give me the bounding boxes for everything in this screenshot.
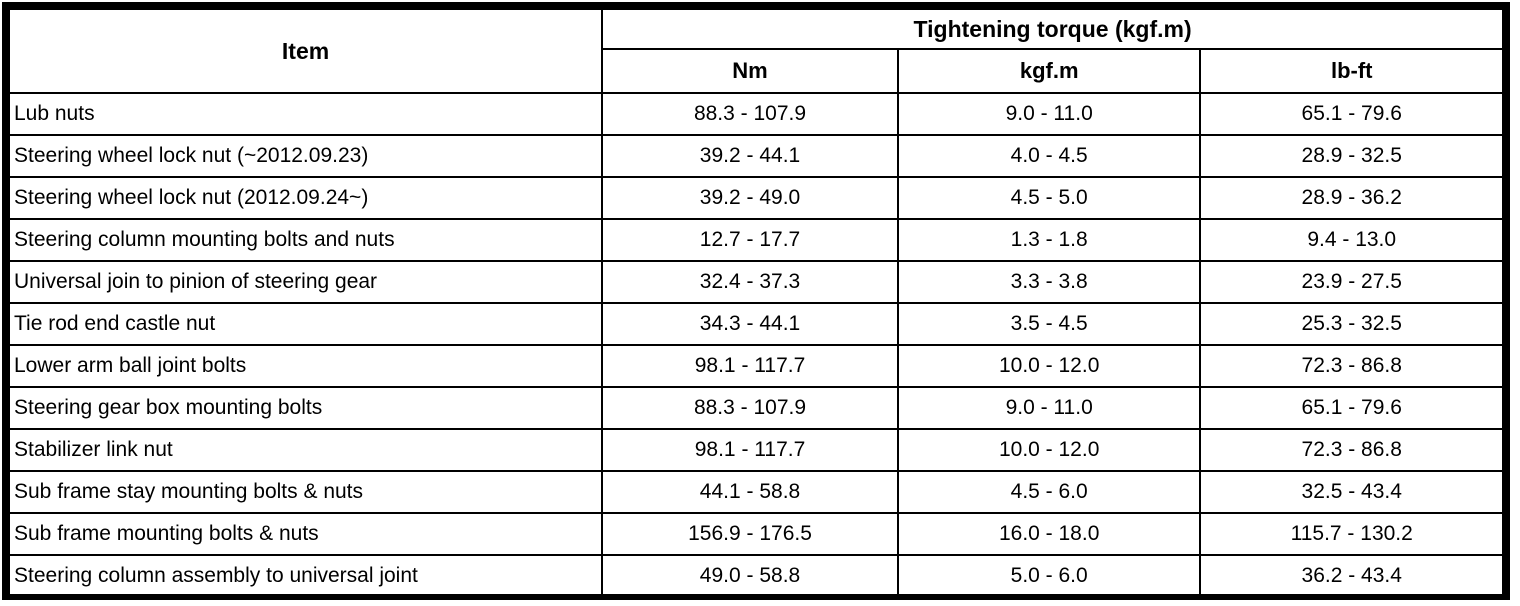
nm-value-cell: 88.3 - 107.9 (601, 92, 899, 136)
nm-value-cell: 34.3 - 44.1 (601, 302, 899, 346)
table-row: Sub frame stay mounting bolts & nuts 44.1… (7, 470, 1504, 514)
item-cell: Steering wheel lock nut (~2012.09.23) (7, 134, 604, 178)
kgfm-value-cell: 1.3 - 1.8 (896, 218, 1202, 262)
nm-value-cell: 98.1 - 117.7 (601, 344, 899, 388)
header-row-group: Item Tightening torque (kgf.m) (7, 8, 1504, 94)
kgfm-value-cell: 3.3 - 3.8 (896, 260, 1202, 304)
item-cell: Lub nuts (7, 92, 604, 136)
nm-value-cell: 156.9 - 176.5 (601, 512, 899, 556)
table-row: Lub nuts 88.3 - 107.9 9.0 - 11.0 65.1 - 79.… (7, 92, 1504, 136)
item-cell: Tie rod end castle nut (7, 302, 604, 346)
tightening-torque-table: Item Tightening torque (kgf.m) Nm kgf.m lb… (7, 8, 1504, 598)
lbft-value-cell: 23.9 - 27.5 (1199, 260, 1504, 304)
kgfm-value-cell: 9.0 - 11.0 (896, 386, 1202, 430)
nm-value-cell: 39.2 - 49.0 (601, 176, 899, 220)
kgfm-value-cell: 4.5 - 6.0 (896, 470, 1202, 514)
table-row: Steering wheel lock nut (~2012.09.23) 39.… (7, 134, 1504, 178)
lbft-value-cell: 36.2 - 43.4 (1199, 554, 1504, 598)
nm-value-cell: 12.7 - 17.7 (601, 218, 899, 262)
item-cell: Steering gear box mounting bolts (7, 386, 604, 430)
lbft-value-cell: 28.9 - 32.5 (1199, 134, 1504, 178)
lbft-value-cell: 65.1 - 79.6 (1199, 92, 1504, 136)
lbft-value-cell: 115.7 - 130.2 (1199, 512, 1504, 556)
unit-header-row: Nm kgf.m lb-ft (9, 48, 1504, 94)
torque-group-header: Tightening torque (kgf.m) (601, 8, 1504, 50)
lbft-value-cell: 65.1 - 79.6 (1199, 386, 1504, 430)
item-cell: Steering column mounting bolts and nuts (7, 218, 604, 262)
nm-value-cell: 88.3 - 107.9 (601, 386, 899, 430)
nm-value-cell: 39.2 - 44.1 (601, 134, 899, 178)
item-cell: Lower arm ball joint bolts (7, 344, 604, 388)
table-row: Steering column mounting bolts and nuts 1… (7, 218, 1504, 262)
lbft-value-cell: 9.4 - 13.0 (1199, 218, 1504, 262)
kgfm-value-cell: 9.0 - 11.0 (896, 92, 1202, 136)
item-cell: Sub frame mounting bolts & nuts (7, 512, 604, 556)
table-row: Stabilizer link nut 98.1 - 117.7 10.0 - 12… (7, 428, 1504, 472)
kgfm-value-cell: 5.0 - 6.0 (896, 554, 1202, 598)
kgfm-value-cell: 4.0 - 4.5 (896, 134, 1202, 178)
kgfm-value-cell: 10.0 - 12.0 (896, 344, 1202, 388)
item-cell: Sub frame stay mounting bolts & nuts (7, 470, 604, 514)
item-cell: Steering column assembly to universal jo… (7, 554, 604, 598)
table-row: Steering gear box mounting bolts 88.3 - 1… (7, 386, 1504, 430)
torque-spec-table: Item Tightening torque (kgf.m) Nm kgf.m lb… (2, 2, 1510, 600)
unit-header-nm: Nm (601, 48, 899, 94)
nm-value-cell: 98.1 - 117.7 (601, 428, 899, 472)
unit-header-kgf-m: kgf.m (896, 48, 1202, 94)
kgfm-value-cell: 16.0 - 18.0 (896, 512, 1202, 556)
nm-value-cell: 32.4 - 37.3 (601, 260, 899, 304)
unit-header-lb-ft: lb-ft (1199, 48, 1504, 94)
table-row: Lower arm ball joint bolts 98.1 - 117.7 10… (7, 344, 1504, 388)
item-cell: Stabilizer link nut (7, 428, 604, 472)
table-row: Sub frame mounting bolts & nuts 156.9 - 1… (7, 512, 1504, 556)
lbft-value-cell: 72.3 - 86.8 (1199, 428, 1504, 472)
table-row: Steering wheel lock nut (2012.09.24~) 39.… (7, 176, 1504, 220)
table-row: Universal join to pinion of steering gea… (7, 260, 1504, 304)
table-row: Steering column assembly to universal jo… (7, 554, 1504, 598)
lbft-value-cell: 32.5 - 43.4 (1199, 470, 1504, 514)
table-row: Tie rod end castle nut 34.3 - 44.1 3.5 - 4… (7, 302, 1504, 346)
nm-value-cell: 49.0 - 58.8 (601, 554, 899, 598)
kgfm-value-cell: 4.5 - 5.0 (896, 176, 1202, 220)
nm-value-cell: 44.1 - 58.8 (601, 470, 899, 514)
lbft-value-cell: 28.9 - 36.2 (1199, 176, 1504, 220)
item-cell: Steering wheel lock nut (2012.09.24~) (7, 176, 604, 220)
lbft-value-cell: 25.3 - 32.5 (1199, 302, 1504, 346)
lbft-value-cell: 72.3 - 86.8 (1199, 344, 1504, 388)
item-cell: Universal join to pinion of steering gea… (7, 260, 604, 304)
kgfm-value-cell: 10.0 - 12.0 (896, 428, 1202, 472)
kgfm-value-cell: 3.5 - 4.5 (896, 302, 1202, 346)
item-column-header: Item (7, 8, 604, 94)
